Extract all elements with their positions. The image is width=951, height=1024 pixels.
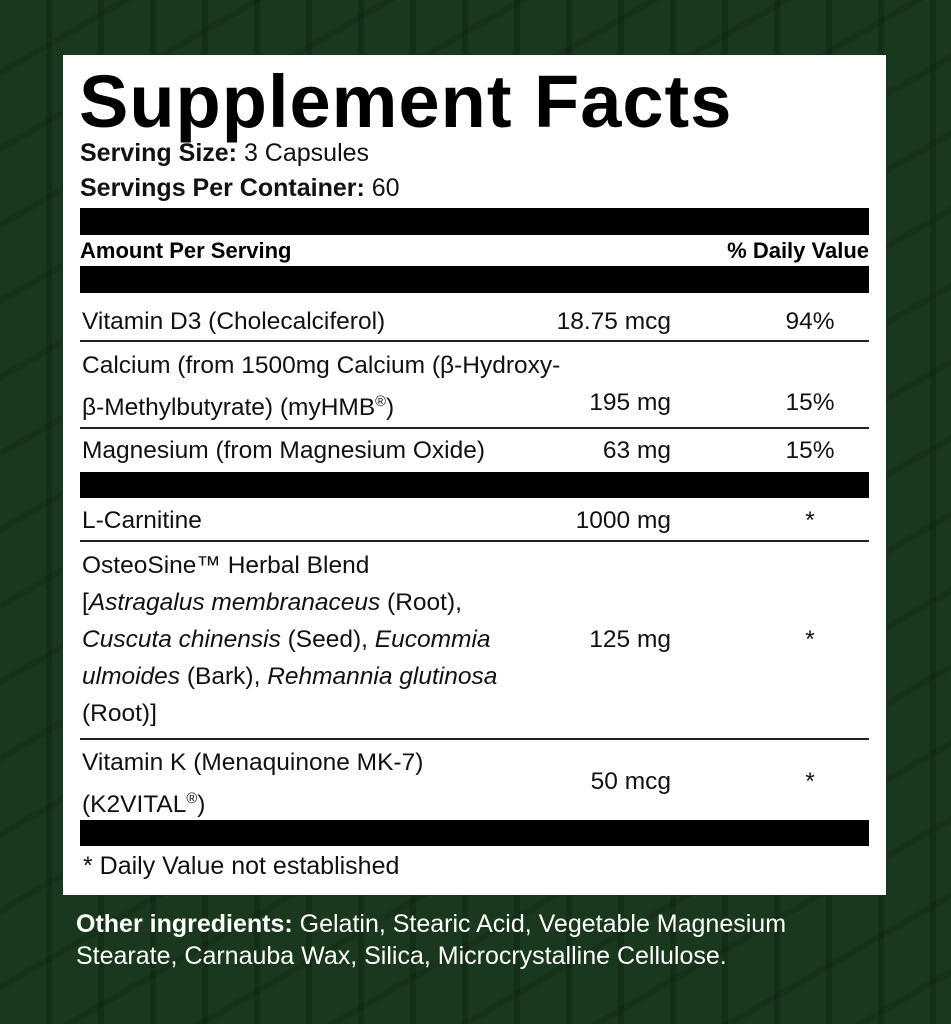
supplement-facts-panel: Supplement Facts Serving Size: 3 Capsule… (63, 55, 886, 895)
nutrient-amount: 195 mg (589, 389, 671, 416)
row-divider (80, 427, 869, 429)
divider-bar (80, 208, 869, 235)
nutrient-name: OsteoSine™ Herbal Blend [Astragalus membr… (82, 552, 498, 727)
amount-header: Amount Per Serving (80, 238, 292, 263)
nutrient-name: Vitamin K (Menaquinone MK-7) (K2VITAL®) (82, 749, 424, 819)
servings-per-container-label: Servings Per Container: (80, 174, 365, 202)
nutrient-name: Vitamin D3 (Cholecalciferol) (82, 308, 386, 335)
nutrient-amount: 1000 mg (575, 507, 671, 534)
nutrient-amount: 50 mcg (590, 768, 671, 795)
nutrient-name: L-Carnitine (82, 507, 202, 534)
nutrient-dv: * (805, 507, 815, 534)
nutrient-amount: 18.75 mcg (556, 308, 671, 335)
other-ingredients: Other ingredients: Gelatin, Stearic Acid… (76, 908, 876, 972)
servings-per-container-value: 60 (371, 174, 400, 202)
nutrient-dv: 94% (785, 308, 835, 335)
divider-bar (80, 266, 869, 293)
dv-header: % Daily Value (727, 238, 869, 263)
servings-per-container: Servings Per Container: 60 (80, 174, 400, 203)
other-ingredients-label: Other ingredients: (76, 910, 293, 938)
nutrient-name: Calcium (from 1500mg Calcium (β-Hydroxy-… (82, 352, 561, 422)
nutrient-amount: 125 mg (589, 626, 671, 653)
nutrient-name: Magnesium (from Magnesium Oxide) (82, 437, 486, 464)
other-ingredients-value: Gelatin, Stearic Acid, Vegetable Magnesi… (76, 910, 787, 970)
nutrient-amount: 63 mg (602, 437, 671, 464)
row-divider (80, 540, 869, 542)
footnote: * Daily Value not established (83, 852, 400, 880)
divider-bar (80, 820, 869, 846)
row-divider (80, 738, 869, 740)
serving-size-value: 3 Capsules (243, 139, 370, 167)
nutrient-dv: * (805, 768, 815, 795)
serving-size: Serving Size: 3 Capsules (80, 139, 369, 168)
panel-title: Supplement Facts (79, 60, 733, 143)
nutrient-dv: * (805, 626, 815, 653)
serving-size-label: Serving Size: (80, 139, 237, 167)
nutrient-dv: 15% (785, 437, 835, 464)
divider-bar (80, 472, 869, 498)
nutrient-dv: 15% (785, 389, 835, 416)
column-header: Amount Per Serving % Daily Value (80, 238, 869, 266)
row-divider (80, 340, 869, 342)
